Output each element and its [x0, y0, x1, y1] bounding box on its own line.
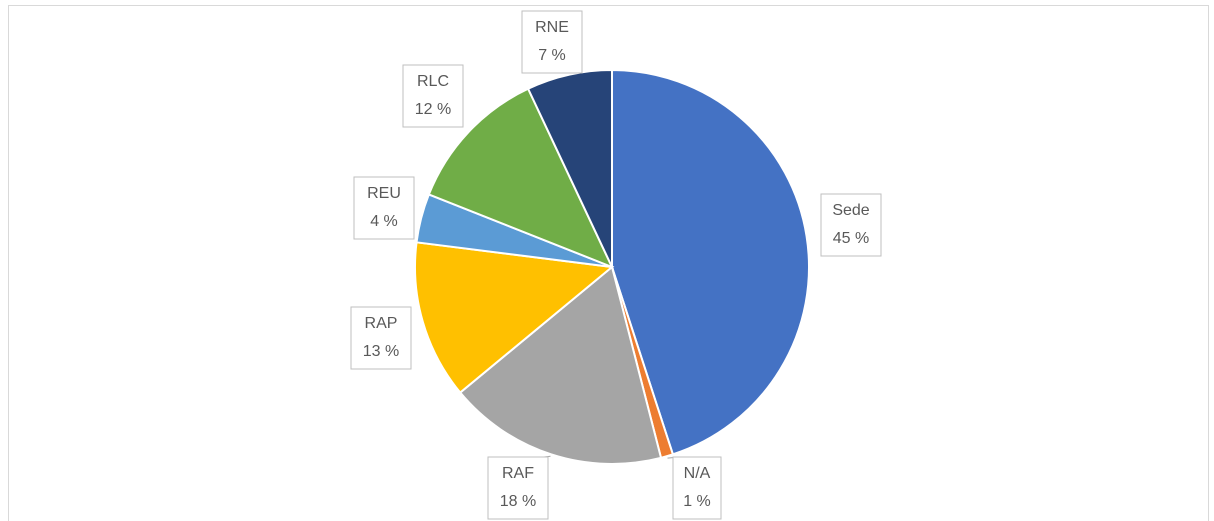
value-label: 12 %: [415, 101, 451, 118]
category-label: RAP: [365, 315, 398, 332]
category-label: RAF: [502, 465, 534, 482]
value-label: 1 %: [683, 493, 711, 510]
pie-slice: [611, 68, 810, 456]
pie-slice: [458, 265, 663, 465]
category-label: Sede: [832, 202, 869, 219]
data-label-box: [353, 176, 415, 240]
category-label: REU: [367, 185, 401, 202]
category-label: RLC: [417, 73, 449, 90]
pie-slice: [414, 241, 615, 394]
data-label-box: [487, 456, 549, 520]
category-label: N/A: [684, 465, 711, 482]
data-label-box: [350, 306, 412, 370]
value-label: 13 %: [363, 343, 399, 360]
data-label-box: [820, 193, 882, 257]
data-label-box: [521, 10, 583, 74]
data-label-box: [672, 456, 722, 520]
value-label: 7 %: [538, 47, 566, 64]
pie-slice: [427, 87, 614, 269]
pie-slice: [526, 68, 613, 268]
category-label: RNE: [535, 19, 569, 36]
data-label-box: [402, 64, 464, 128]
value-label: 45 %: [833, 230, 869, 247]
value-label: 4 %: [370, 213, 398, 230]
value-label: 18 %: [500, 493, 536, 510]
